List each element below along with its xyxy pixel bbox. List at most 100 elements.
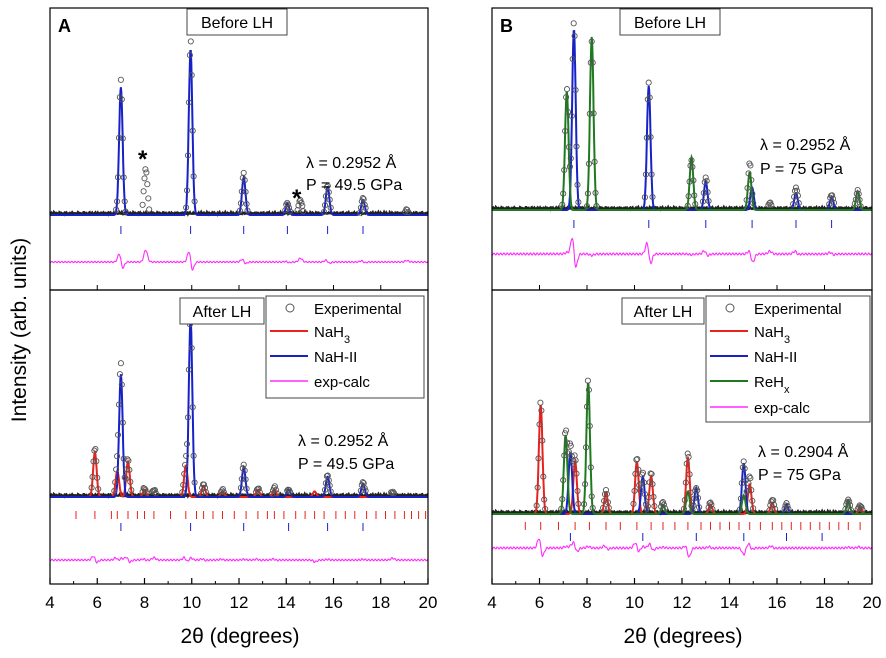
data-point-experimental — [286, 488, 294, 495]
data-point-experimental — [747, 162, 754, 169]
legend-label-nah3: NaH3 — [314, 324, 350, 346]
data-point-experimental — [357, 204, 364, 211]
data-point-experimental — [603, 490, 610, 498]
legend-label-experimental: Experimental — [754, 301, 842, 318]
data-point-experimental — [188, 344, 195, 352]
data-point-experimental — [632, 470, 639, 477]
data-point-experimental — [534, 484, 541, 491]
impurity-marker: * — [138, 146, 148, 173]
data-point-experimental — [747, 475, 754, 482]
data-point-experimental — [140, 188, 147, 195]
panel-a-legend: Experimental NaH3 NaH-II exp-calc — [265, 295, 425, 399]
data-point-experimental — [191, 479, 198, 486]
data-point-experimental — [182, 461, 189, 468]
data-point-experimental — [540, 473, 547, 480]
series-line-rehx — [492, 382, 872, 515]
data-point-experimental — [219, 485, 226, 493]
data-point-experimental — [114, 453, 121, 460]
panel-b-bottom-title-box: After LH — [621, 297, 705, 325]
data-point-experimental — [114, 431, 122, 438]
data-point-experimental — [642, 171, 649, 178]
data-point-experimental — [686, 178, 693, 185]
data-point-experimental — [286, 208, 294, 215]
legend-swatch-experimental — [285, 303, 295, 313]
panel-b-top-title: Before LH — [634, 15, 706, 32]
data-point-experimental — [118, 96, 125, 103]
data-point-experimental — [852, 196, 859, 203]
data-point-experimental — [691, 192, 698, 199]
data-point-experimental — [651, 503, 658, 510]
data-point-experimental — [297, 197, 304, 204]
data-point-experimental — [186, 52, 193, 59]
data-point-experimental — [187, 38, 194, 45]
data-point-experimental — [405, 209, 412, 216]
data-point-experimental — [767, 199, 774, 206]
impurity-marker: * — [292, 185, 302, 212]
data-point-experimental — [361, 485, 368, 492]
data-point-experimental — [744, 184, 751, 192]
data-point-experimental — [114, 174, 122, 181]
data-point-experimental — [583, 403, 591, 410]
data-point-experimental — [115, 134, 123, 141]
data-point-experimental — [122, 475, 129, 482]
series-line-rehx — [492, 36, 872, 211]
data-point-experimental — [661, 505, 668, 512]
data-point-experimental — [121, 474, 128, 481]
difference-curve — [49, 249, 429, 271]
data-point-experimental — [746, 473, 753, 480]
data-point-experimental — [587, 59, 594, 66]
data-point-experimental — [359, 195, 366, 202]
data-point-experimental — [586, 110, 593, 117]
data-point-experimental — [563, 427, 570, 434]
data-point-experimental — [649, 193, 656, 201]
data-point-experimental — [127, 478, 134, 485]
frames-layer: 4 6 8 10 12 14 16 18 20 4 6 8 10 12 14 16 18 20 — [45, 7, 881, 612]
data-point-experimental — [559, 496, 566, 503]
plot-frame — [49, 7, 429, 291]
data-point-experimental — [584, 377, 591, 384]
data-point-experimental — [189, 404, 196, 411]
data-point-experimental — [644, 503, 651, 510]
data-point-experimental — [848, 507, 855, 514]
panel-a-top-title-box: Before LH — [186, 8, 288, 36]
data-point-experimental — [767, 502, 774, 509]
data-point-experimental — [785, 505, 792, 512]
data-point-experimental — [201, 484, 209, 491]
data-point-experimental — [589, 504, 596, 511]
data-point-experimental — [144, 181, 151, 188]
data-point-experimental — [242, 476, 249, 483]
data-point-experimental — [362, 204, 369, 212]
series-line-nahii — [492, 30, 872, 211]
data-point-experimental — [183, 452, 190, 459]
data-point-experimental — [296, 198, 303, 205]
data-point-experimental — [585, 386, 592, 393]
data-point-experimental — [93, 458, 100, 465]
data-point-experimental — [561, 166, 568, 174]
data-point-experimental — [563, 86, 571, 93]
data-point-experimental — [323, 183, 330, 191]
data-point-experimental — [390, 490, 398, 497]
data-point-experimental — [846, 498, 853, 505]
data-point-experimental — [683, 460, 690, 467]
data-point-experimental — [322, 193, 329, 200]
data-point-experimental — [90, 458, 97, 465]
data-point-experimental — [745, 170, 752, 177]
data-point-experimental — [749, 497, 756, 504]
data-point-experimental — [635, 466, 642, 473]
data-point-experimental — [744, 488, 751, 495]
data-point-experimental — [587, 464, 594, 471]
x-tick-label: 6 — [535, 593, 544, 612]
data-point-experimental — [569, 55, 576, 63]
legend-label-nah3: NaH3 — [754, 324, 790, 346]
data-point-experimental — [605, 504, 612, 511]
panel-a-top-pressure: P = 49.5 GPa — [306, 177, 402, 194]
data-point-experimental — [740, 458, 747, 465]
data-point-experimental — [271, 483, 278, 490]
data-point-experimental — [696, 504, 703, 511]
data-point-experimental — [631, 487, 638, 494]
data-point-experimental — [184, 414, 192, 421]
data-point-experimental — [558, 505, 565, 512]
x-tick-label: 12 — [673, 593, 692, 612]
data-point-experimental — [116, 371, 123, 378]
data-point-experimental — [536, 421, 543, 428]
